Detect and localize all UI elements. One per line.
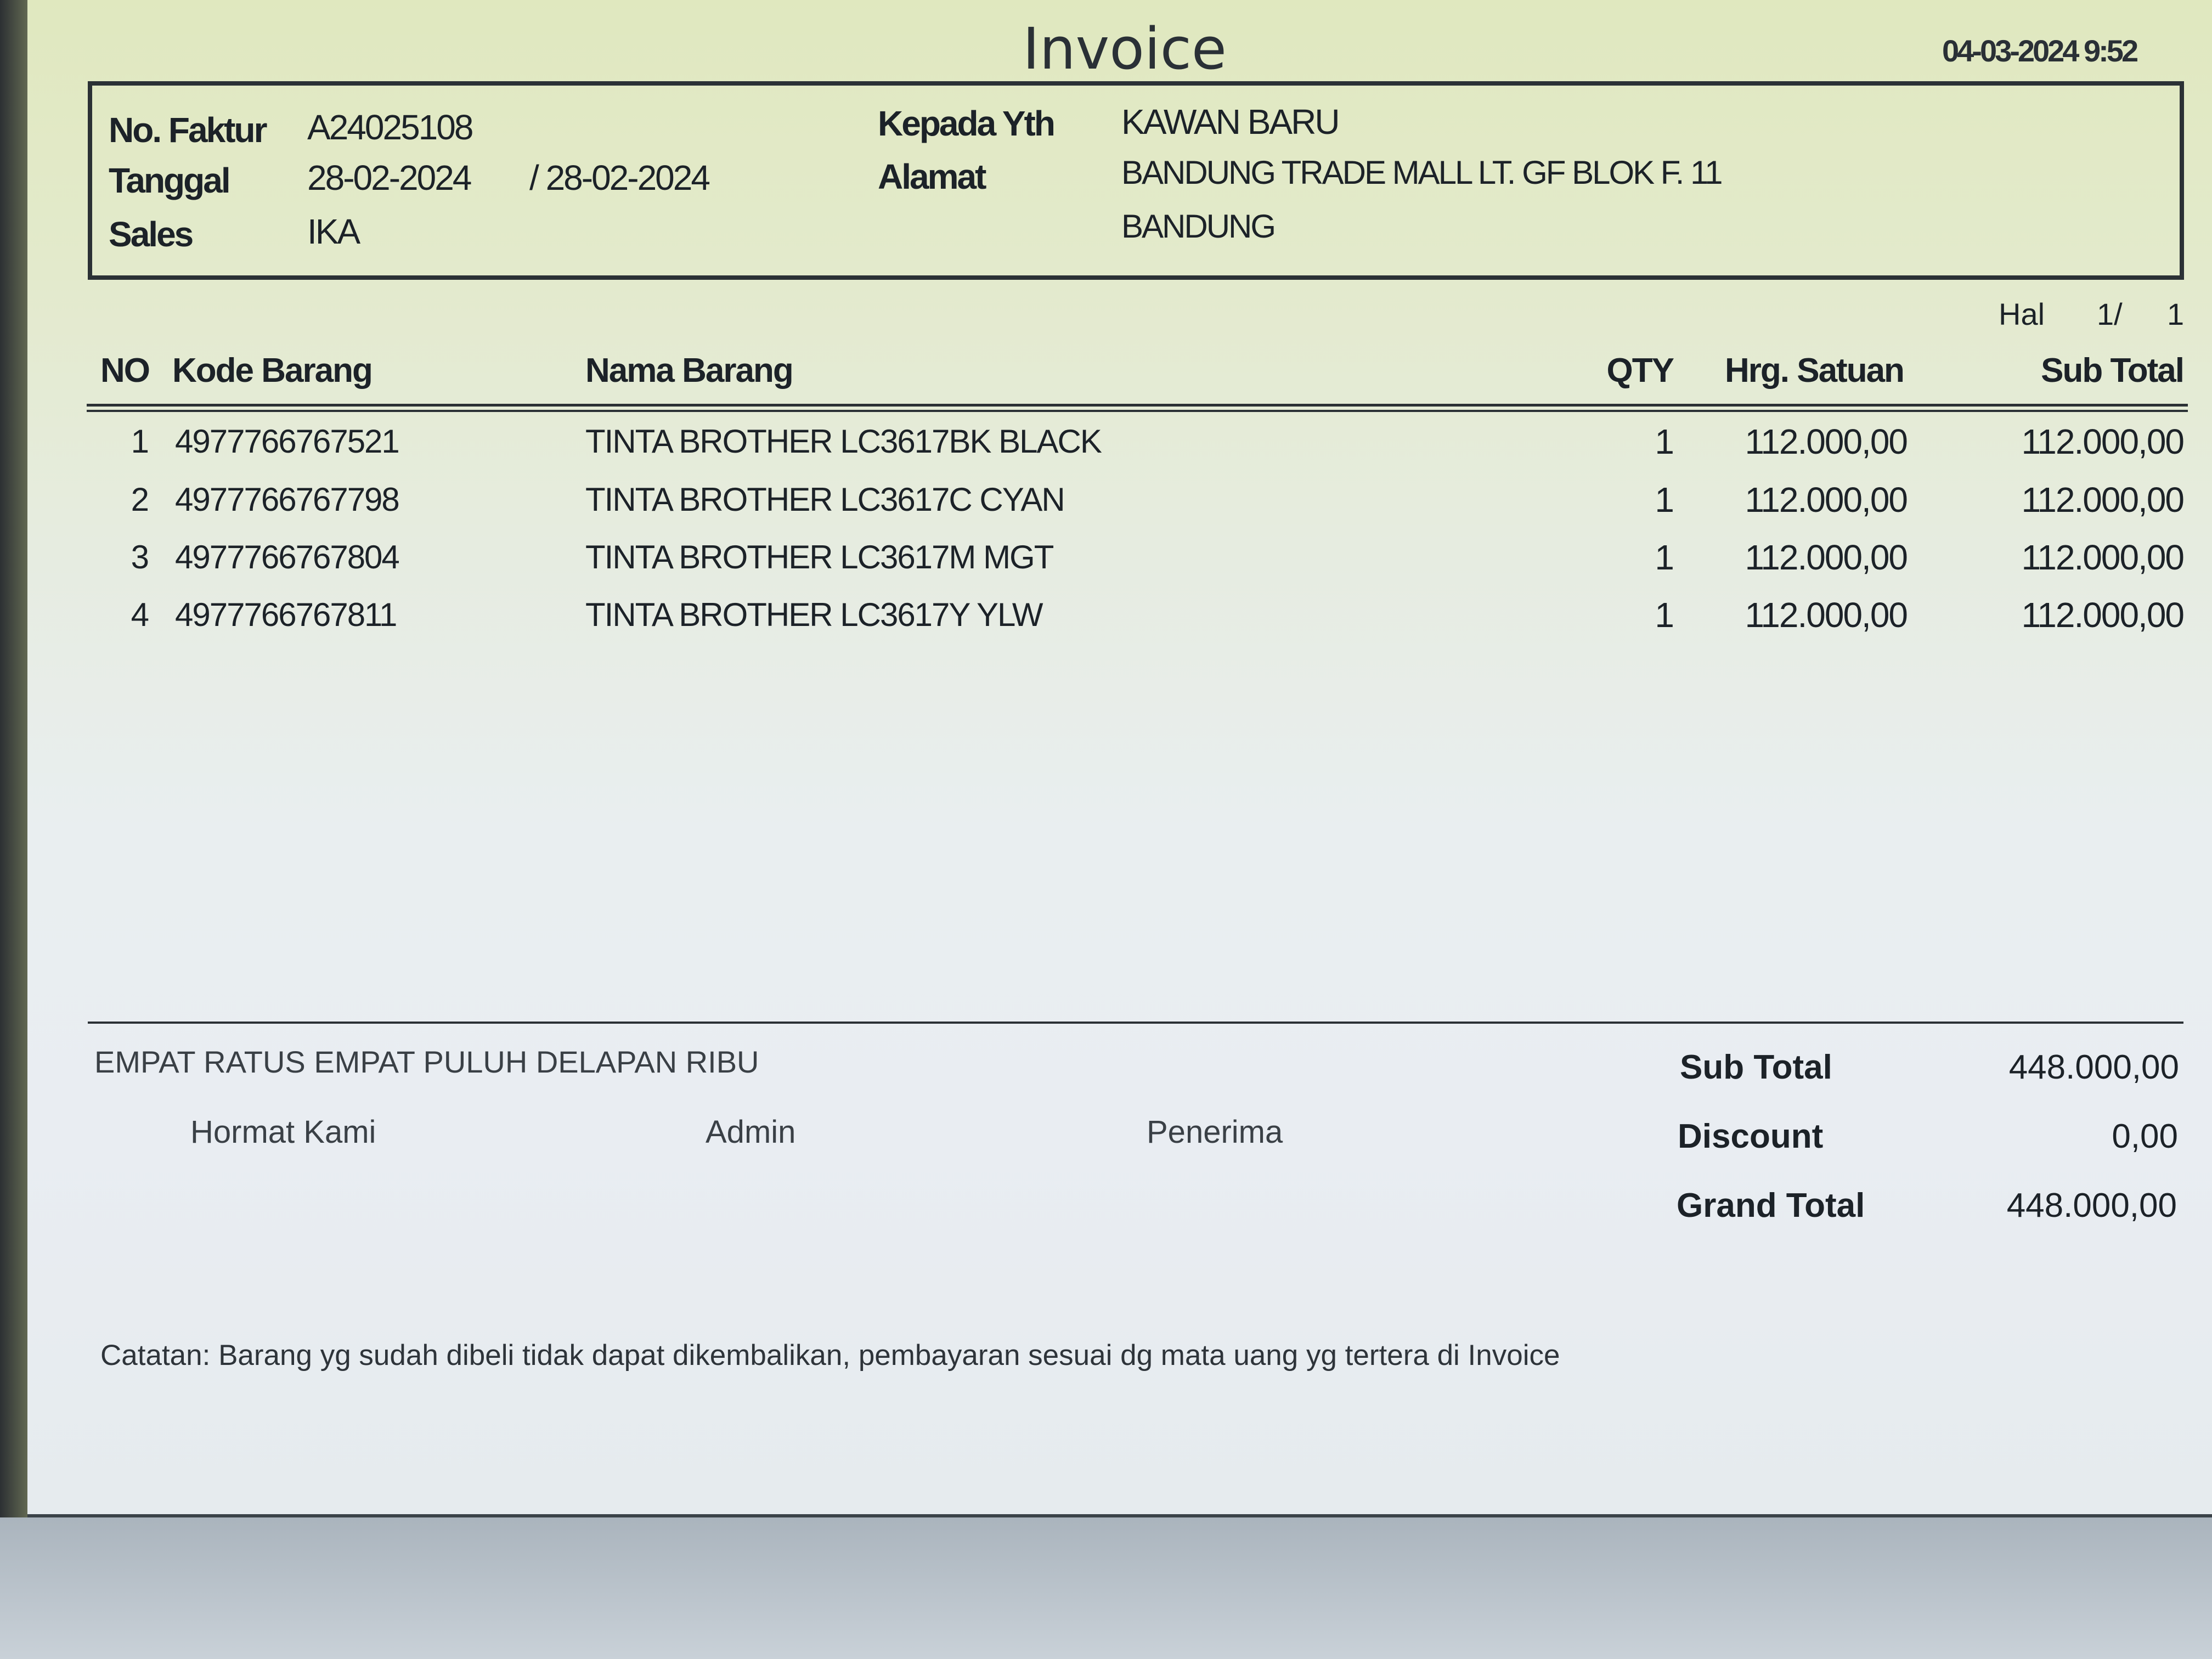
print-datetime: 04-03-2024 9:52 [1942, 33, 2138, 68]
alamat-line1: BANDUNG TRADE MALL LT. GF BLOK F. 11 [1121, 154, 1723, 191]
invoice-header-box [88, 81, 2184, 280]
tanggal-label: Tanggal [109, 161, 231, 200]
row-no: 4 [131, 596, 149, 633]
row-harga: 112.000,00 [1745, 538, 1908, 577]
kepada-value: KAWAN BARU [1121, 102, 1340, 142]
sales-label: Sales [109, 215, 194, 254]
row-kode: 4977766767798 [175, 481, 400, 518]
row-harga: 112.000,00 [1745, 595, 1908, 635]
tanggal-jatuh-tempo: / 28-02-2024 [529, 158, 710, 198]
row-qty: 1 [1655, 538, 1674, 577]
header-rule-top [87, 404, 2188, 407]
page-label: Hal [1999, 297, 2045, 331]
row-nama: TINTA BROTHER LC3617M MGT [585, 539, 1054, 575]
row-no: 2 [131, 481, 149, 518]
row-nama: TINTA BROTHER LC3617BK BLACK [585, 423, 1102, 460]
row-subtotal: 112.000,00 [2021, 480, 2185, 520]
row-no: 3 [131, 539, 149, 575]
screen-bottom-area [0, 1517, 2212, 1659]
sales-value: IKA [307, 212, 360, 251]
row-harga: 112.000,00 [1745, 422, 1908, 461]
no-faktur-value: A24025108 [307, 108, 473, 147]
row-nama: TINTA BROTHER LC3617Y YLW [585, 596, 1043, 633]
col-no: NO [100, 352, 150, 390]
signature-hormat-kami: Hormat Kami [190, 1114, 376, 1150]
subtotal-label: Sub Total [1680, 1048, 1832, 1086]
row-qty: 1 [1655, 595, 1674, 635]
col-nama-barang: Nama Barang [585, 352, 794, 390]
discount-value: 0,00 [2112, 1118, 2178, 1155]
page-current: 1/ [2097, 297, 2123, 331]
subtotal-value: 448.000,00 [2008, 1048, 2179, 1086]
catatan-note: Catatan: Barang yg sudah dibeli tidak da… [100, 1339, 1560, 1372]
row-subtotal: 112.000,00 [2021, 538, 2185, 577]
terbilang: EMPAT RATUS EMPAT PULUH DELAPAN RIBU [94, 1045, 759, 1079]
row-subtotal: 112.000,00 [2021, 422, 2185, 461]
row-kode: 4977766767521 [175, 423, 400, 460]
col-qty: QTY [1606, 352, 1674, 390]
alamat-label: Alamat [878, 157, 986, 196]
row-nama: TINTA BROTHER LC3617C CYAN [585, 481, 1065, 518]
invoice-page [27, 0, 2212, 1517]
col-sub-total: Sub Total [2041, 352, 2185, 390]
alamat-line2: BANDUNG [1121, 208, 1276, 245]
col-kode-barang: Kode Barang [172, 352, 373, 390]
row-harga: 112.000,00 [1745, 480, 1908, 520]
grandtotal-value: 448.000,00 [2006, 1187, 2177, 1224]
kepada-label: Kepada Yth [878, 104, 1056, 143]
tanggal-value: 28-02-2024 [307, 158, 472, 198]
row-subtotal: 112.000,00 [2021, 595, 2185, 635]
signature-admin: Admin [706, 1114, 796, 1150]
row-no: 1 [131, 423, 149, 460]
row-kode: 4977766767811 [175, 596, 397, 633]
col-harga-satuan: Hrg. Satuan [1725, 352, 1905, 390]
signature-penerima: Penerima [1147, 1114, 1283, 1150]
footer-rule [88, 1022, 2183, 1024]
header-rule-bottom [87, 410, 2188, 412]
no-faktur-label: No. Faktur [109, 110, 267, 150]
grandtotal-label: Grand Total [1677, 1187, 1865, 1224]
row-qty: 1 [1655, 480, 1674, 520]
row-kode: 4977766767804 [175, 539, 400, 575]
invoice-title: Invoice [1023, 15, 1227, 82]
page-total: 1 [2167, 297, 2185, 331]
discount-label: Discount [1678, 1118, 1824, 1155]
row-qty: 1 [1655, 422, 1674, 461]
